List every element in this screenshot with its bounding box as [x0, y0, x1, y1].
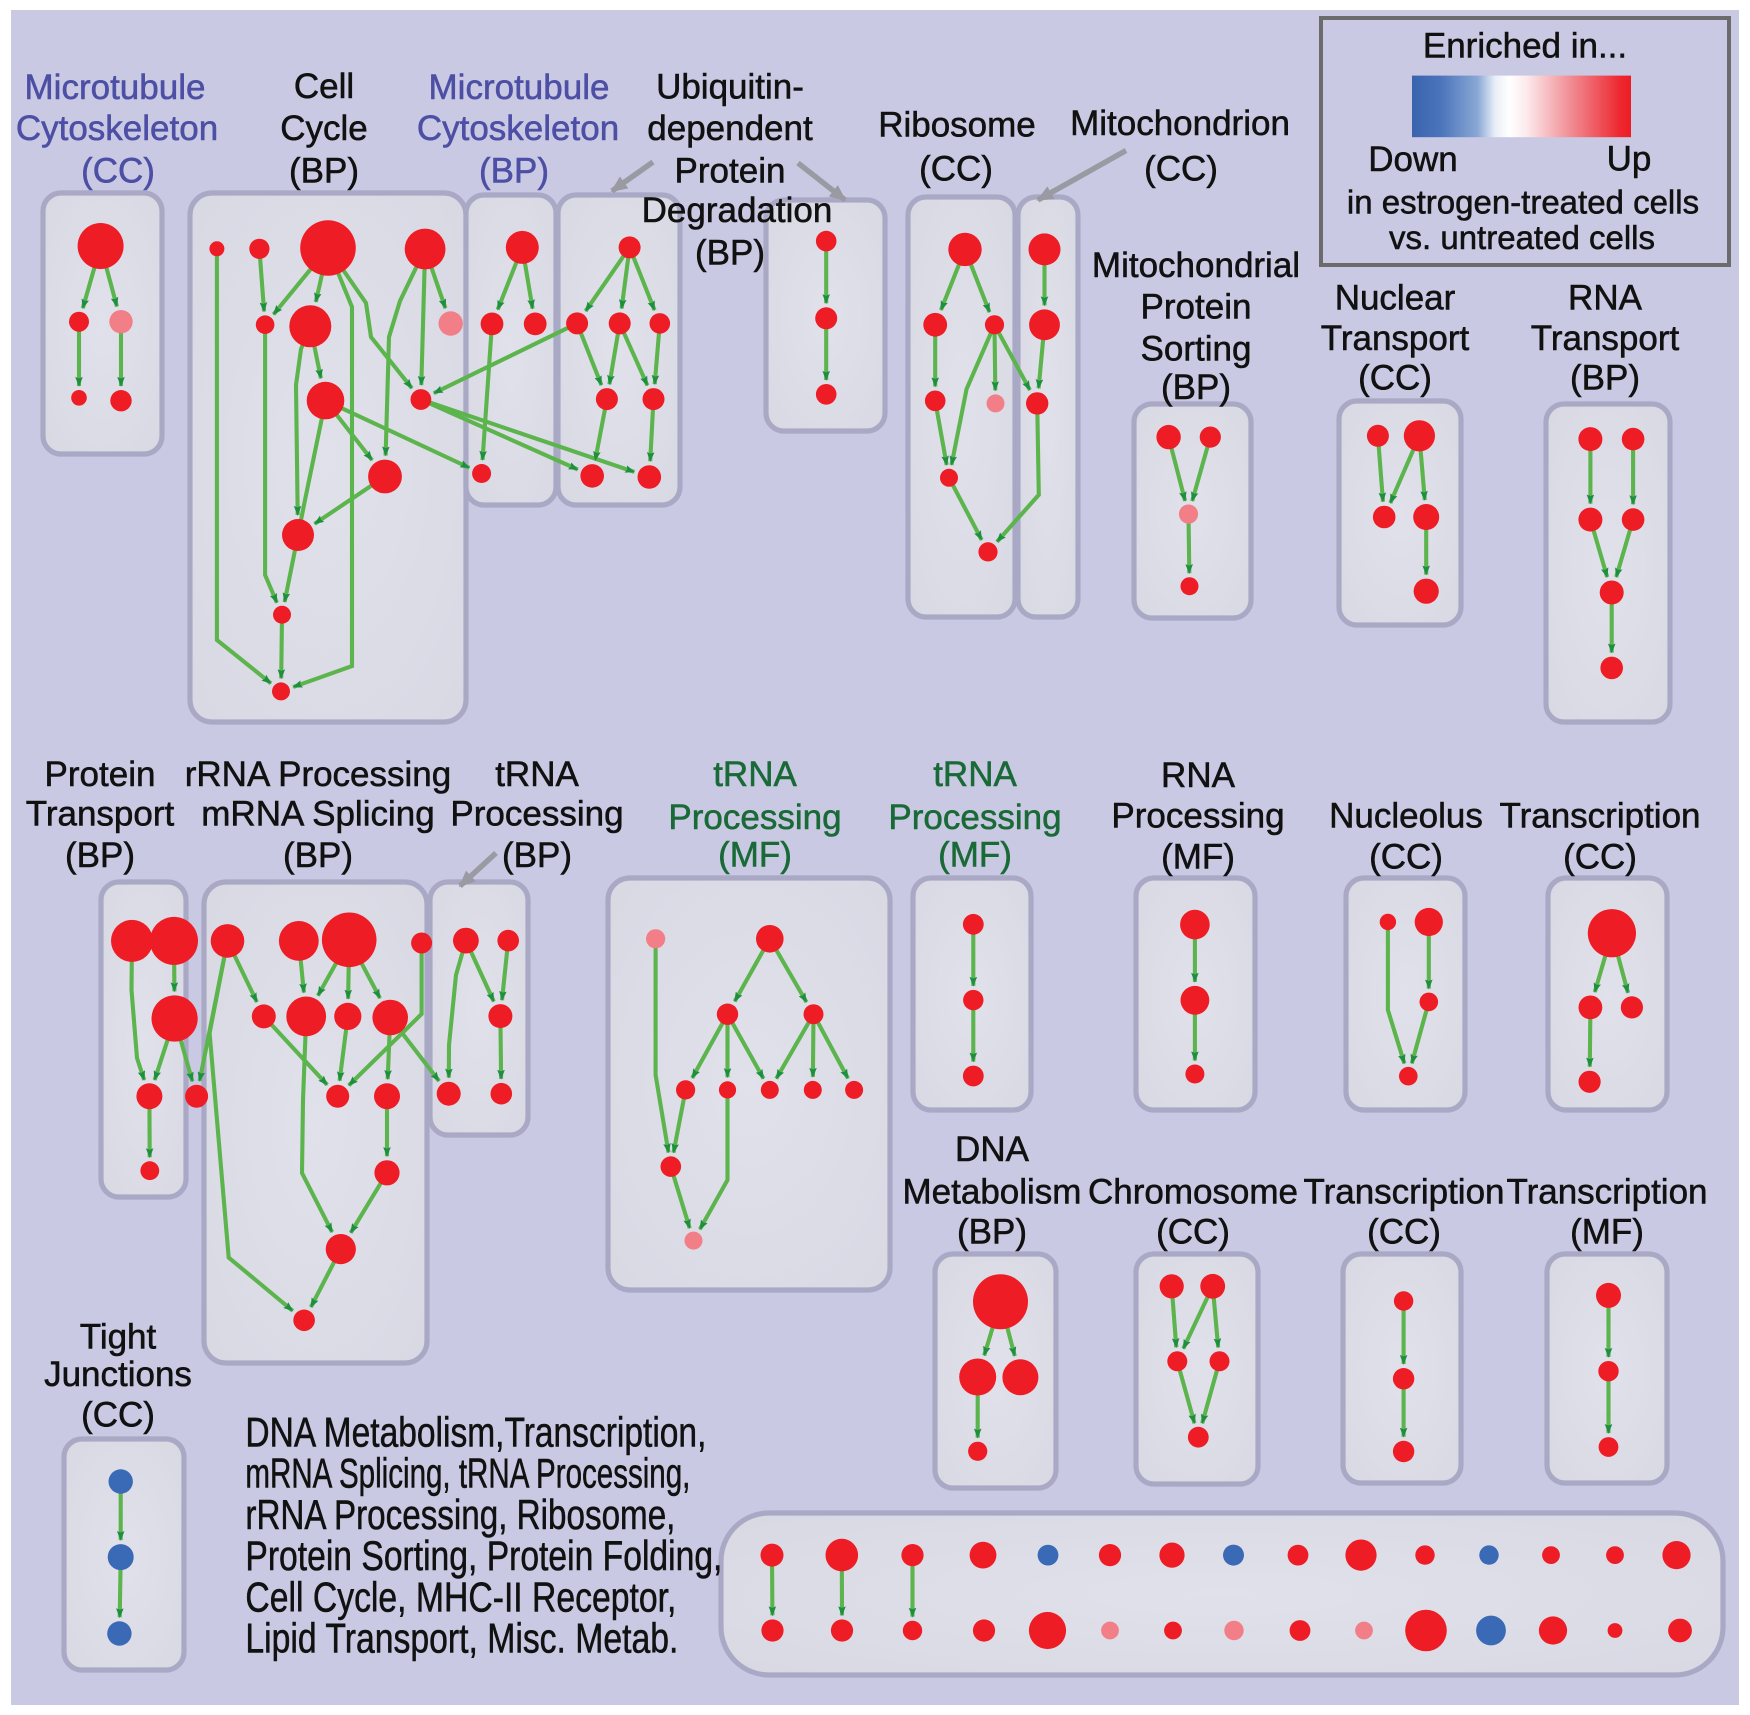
svg-text:Protein Sorting, Protein Foldi: Protein Sorting, Protein Folding, — [245, 1532, 722, 1579]
svg-text:(BP): (BP) — [502, 836, 572, 875]
svg-text:(CC): (CC) — [919, 150, 993, 189]
svg-text:Microtubule: Microtubule — [429, 68, 610, 107]
svg-text:(BP): (BP) — [65, 836, 135, 875]
svg-text:(CC): (CC) — [1358, 358, 1432, 397]
svg-text:Protein: Protein — [1141, 288, 1252, 327]
svg-text:Up: Up — [1607, 139, 1652, 178]
svg-text:Ribosome: Ribosome — [878, 106, 1036, 145]
svg-text:Down: Down — [1368, 140, 1457, 179]
svg-text:Cell Cycle, MHC-II Receptor,: Cell Cycle, MHC-II Receptor, — [245, 1573, 676, 1620]
svg-text:Ubiquitin-: Ubiquitin- — [656, 68, 804, 107]
svg-text:(CC): (CC) — [1144, 150, 1218, 189]
svg-text:Metabolism: Metabolism — [903, 1173, 1082, 1212]
svg-text:dependent: dependent — [647, 109, 813, 148]
svg-text:(MF): (MF) — [718, 836, 792, 875]
svg-text:(MF): (MF) — [1161, 838, 1235, 877]
svg-text:tRNA: tRNA — [495, 755, 579, 794]
svg-text:(BP): (BP) — [1570, 358, 1640, 397]
svg-text:Cycle: Cycle — [280, 109, 368, 148]
svg-text:Transcription: Transcription — [1304, 1173, 1505, 1212]
svg-text:(CC): (CC) — [81, 1396, 155, 1435]
svg-text:Tight: Tight — [80, 1317, 157, 1356]
svg-text:(BP): (BP) — [957, 1213, 1027, 1252]
svg-text:mRNA Splicing: mRNA Splicing — [201, 795, 434, 834]
svg-text:(CC): (CC) — [81, 151, 155, 190]
svg-text:(BP): (BP) — [695, 234, 765, 273]
svg-text:(BP): (BP) — [283, 836, 353, 875]
svg-text:Protein: Protein — [45, 755, 156, 794]
svg-text:Processing: Processing — [450, 795, 623, 834]
svg-text:rRNA Processing, Ribosome,: rRNA Processing, Ribosome, — [245, 1491, 675, 1538]
svg-text:in estrogen-treated cells: in estrogen-treated cells — [1347, 184, 1699, 221]
svg-text:(MF): (MF) — [1570, 1213, 1644, 1252]
svg-text:mRNA Splicing, tRNA Processing: mRNA Splicing, tRNA Processing, — [245, 1450, 690, 1497]
svg-text:DNA: DNA — [955, 1130, 1030, 1169]
svg-text:Processing: Processing — [888, 798, 1061, 837]
svg-text:(CC): (CC) — [1367, 1213, 1441, 1252]
svg-text:Nucleolus: Nucleolus — [1329, 797, 1483, 836]
svg-text:tRNA: tRNA — [713, 755, 797, 794]
svg-text:rRNA Processing: rRNA Processing — [185, 755, 451, 794]
svg-text:tRNA: tRNA — [933, 755, 1017, 794]
svg-text:Processing: Processing — [1111, 797, 1284, 836]
svg-text:Transport: Transport — [26, 795, 175, 834]
svg-text:Cytoskeleton: Cytoskeleton — [417, 109, 619, 148]
svg-text:(MF): (MF) — [938, 836, 1012, 875]
svg-text:RNA: RNA — [1161, 756, 1236, 795]
svg-text:Microtubule: Microtubule — [25, 68, 206, 107]
svg-text:(CC): (CC) — [1563, 838, 1637, 877]
svg-text:vs. untreated cells: vs. untreated cells — [1389, 219, 1655, 256]
svg-text:Cell: Cell — [294, 67, 354, 106]
svg-text:Transcription: Transcription — [1500, 797, 1701, 836]
svg-text:Transcription: Transcription — [1507, 1173, 1708, 1212]
svg-text:DNA Metabolism,Transcription,: DNA Metabolism,Transcription, — [245, 1409, 706, 1456]
svg-text:(BP): (BP) — [289, 151, 359, 190]
svg-text:Lipid Transport, Misc. Metab.: Lipid Transport, Misc. Metab. — [245, 1615, 678, 1662]
svg-text:Nuclear: Nuclear — [1335, 278, 1456, 317]
svg-text:RNA: RNA — [1568, 278, 1643, 317]
svg-text:(CC): (CC) — [1369, 838, 1443, 877]
svg-text:Sorting: Sorting — [1141, 329, 1252, 368]
svg-text:Chromosome: Chromosome — [1088, 1173, 1298, 1212]
svg-text:(CC): (CC) — [1156, 1213, 1230, 1252]
svg-text:Transport: Transport — [1321, 319, 1470, 358]
svg-text:Junctions: Junctions — [44, 1355, 192, 1394]
svg-text:(BP): (BP) — [479, 151, 549, 190]
svg-text:(BP): (BP) — [1161, 368, 1231, 407]
svg-text:Transport: Transport — [1531, 319, 1680, 358]
svg-text:Enriched in...: Enriched in... — [1423, 26, 1627, 65]
svg-text:Cytoskeleton: Cytoskeleton — [16, 109, 218, 148]
svg-text:Processing: Processing — [668, 798, 841, 837]
svg-text:Protein: Protein — [675, 151, 786, 190]
svg-text:Degradation: Degradation — [642, 191, 833, 230]
svg-text:Mitochondrion: Mitochondrion — [1070, 104, 1290, 143]
svg-text:Mitochondrial: Mitochondrial — [1092, 246, 1300, 285]
